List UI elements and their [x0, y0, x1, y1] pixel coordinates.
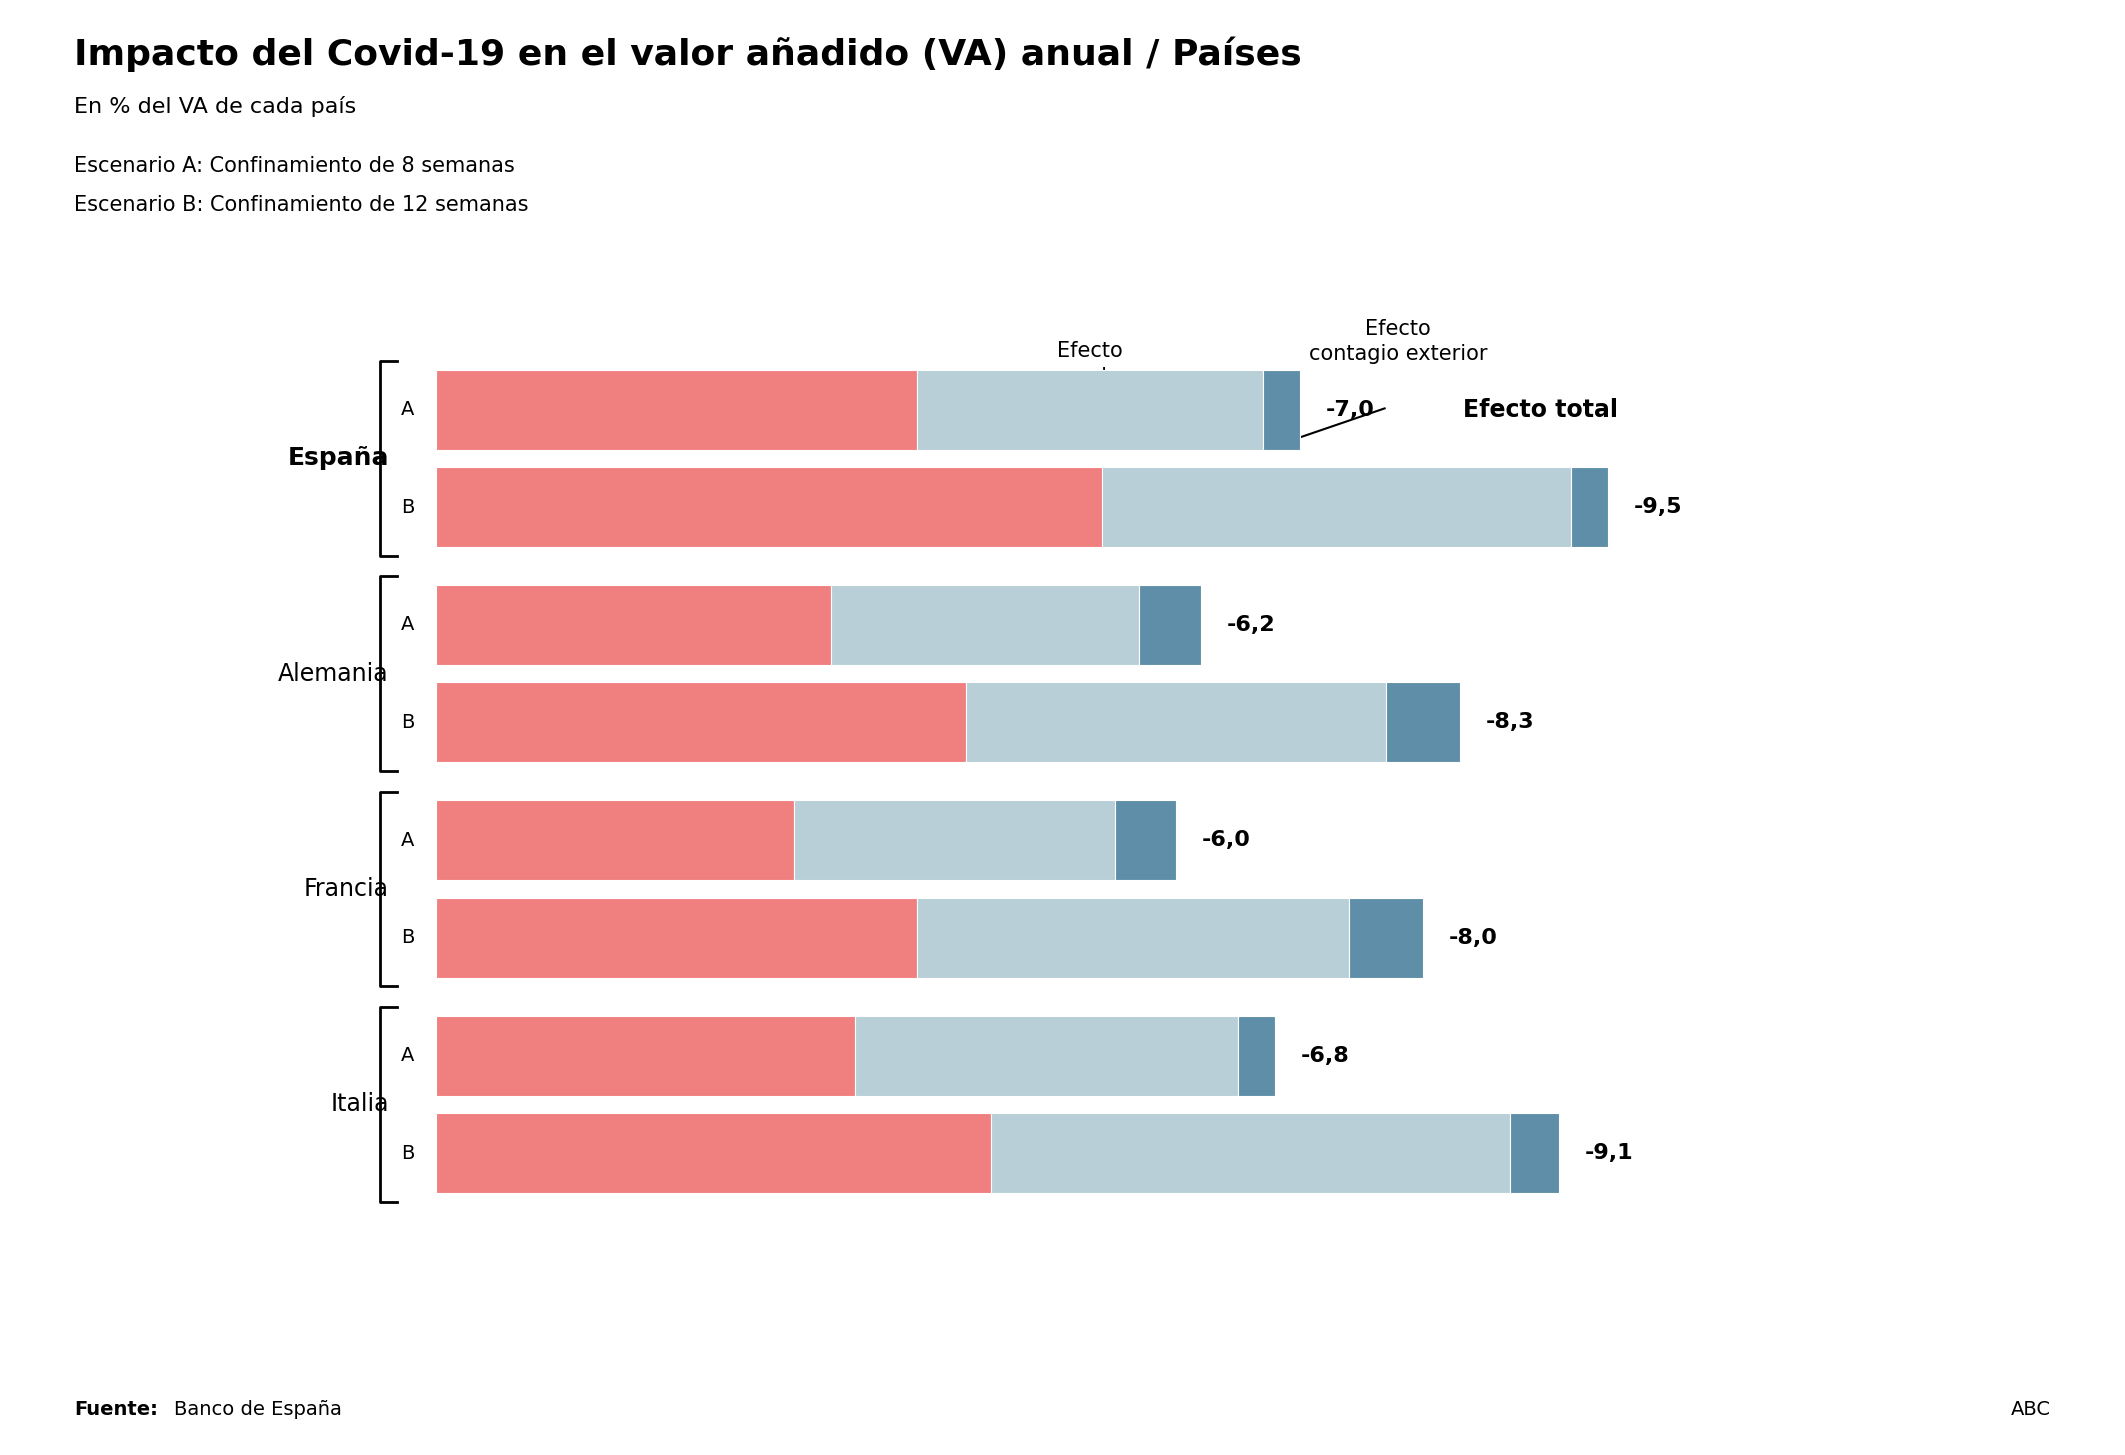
Text: B: B [402, 498, 414, 517]
Text: Efecto
arrastre: Efecto arrastre [1050, 340, 1130, 386]
Text: -0,3: -0,3 [1192, 1046, 1230, 1065]
Text: -2,9: -2,9 [578, 831, 616, 850]
Text: Banco de España: Banco de España [174, 1400, 342, 1419]
Text: -0,3: -0,3 [1526, 498, 1562, 517]
Text: -3,2: -3,2 [595, 615, 633, 634]
Text: B: B [402, 1144, 414, 1163]
Text: -0,5: -0,5 [1069, 831, 1107, 850]
Text: -8,0: -8,0 [1449, 928, 1498, 947]
Text: Italia: Italia [329, 1093, 389, 1116]
Text: En % del VA de cada país: En % del VA de cada país [74, 96, 357, 116]
Text: A: A [402, 615, 414, 634]
Text: -2,5: -2,5 [950, 615, 988, 634]
Text: B: B [402, 713, 414, 732]
Text: -0,5: -0,5 [1092, 615, 1130, 634]
Text: -3,8: -3,8 [1294, 498, 1332, 517]
Text: Efecto
contagio exterior: Efecto contagio exterior [1309, 319, 1488, 364]
Text: Francia: Francia [304, 877, 389, 901]
Text: -3,9: -3,9 [633, 928, 672, 947]
Text: -3,4: -3,4 [1137, 713, 1175, 732]
Text: -9,1: -9,1 [1585, 1144, 1634, 1163]
Text: Alemania: Alemania [278, 662, 389, 685]
Text: Fuente:: Fuente: [74, 1400, 157, 1419]
Text: -2,6: -2,6 [920, 831, 956, 850]
Text: -6,2: -6,2 [1226, 615, 1275, 634]
Text: Impacto directo: Impacto directo [595, 383, 759, 403]
Text: B: B [402, 928, 414, 947]
Text: -9,5: -9,5 [1634, 498, 1683, 517]
Text: España: España [287, 447, 389, 470]
Text: -6,8: -6,8 [1300, 1046, 1349, 1065]
Text: -4,2: -4,2 [1205, 1144, 1243, 1163]
Text: Escenario B: Confinamiento de 12 semanas: Escenario B: Confinamiento de 12 semanas [74, 195, 529, 215]
Text: -2,8: -2,8 [1054, 400, 1092, 419]
Text: ABC: ABC [2010, 1400, 2051, 1419]
Text: Escenario A: Confinamiento de 8 semanas: Escenario A: Confinamiento de 8 semanas [74, 156, 514, 176]
Text: -3,9: -3,9 [633, 400, 672, 419]
Text: -3,4: -3,4 [606, 1046, 644, 1065]
Text: -3,1: -3,1 [1009, 1046, 1048, 1065]
Text: -4,3: -4,3 [654, 713, 693, 732]
Text: A: A [402, 831, 414, 850]
Text: -0,3: -0,3 [1216, 400, 1254, 419]
Text: Efecto total: Efecto total [1464, 397, 1619, 422]
Text: -0,4: -0,4 [1464, 1144, 1500, 1163]
Text: -7,0: -7,0 [1326, 400, 1375, 419]
Text: A: A [402, 400, 414, 419]
Text: -0,6: -0,6 [1303, 928, 1341, 947]
Text: -3,5: -3,5 [1092, 928, 1130, 947]
Text: -4,5: -4,5 [667, 1144, 706, 1163]
Text: -8,3: -8,3 [1485, 713, 1534, 732]
Text: Impacto del Covid-19 en el valor añadido (VA) anual / Países: Impacto del Covid-19 en el valor añadido… [74, 36, 1303, 71]
Text: -6,0: -6,0 [1203, 831, 1252, 850]
Text: -5,4: -5,4 [716, 498, 754, 517]
Text: -0,6: -0,6 [1341, 713, 1377, 732]
Text: A: A [402, 1046, 414, 1065]
